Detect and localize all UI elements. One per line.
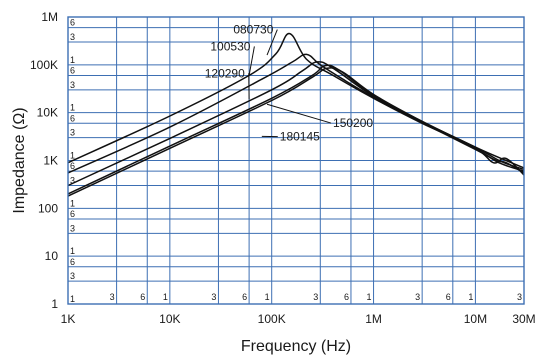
y-tick-label: 1 [51, 297, 58, 311]
x-minor-tick-label: 1 [468, 292, 473, 302]
y-minor-tick-label: 1 [70, 151, 75, 161]
x-minor-tick-label: 6 [140, 292, 145, 302]
y-minor-tick-label: 3 [70, 128, 75, 138]
y-minor-tick-label: 6 [70, 18, 75, 28]
series-180145-line [67, 67, 525, 197]
y-tick-label: 100K [30, 58, 58, 72]
x-tick-label: 1K [61, 312, 76, 326]
y-tick-labels: 1 10 100 1K 10K 100K 1M [30, 10, 58, 311]
x-minor-tick-label: 6 [446, 292, 451, 302]
y-minor-tick-label: 3 [70, 176, 75, 186]
y-minor-tick-label: 3 [70, 271, 75, 281]
x-minor-tick-label: 3 [517, 292, 522, 302]
y-tick-label: 10K [37, 106, 58, 120]
x-minor-tick-label: 3 [313, 292, 318, 302]
y-minor-tick-label: 1 [70, 294, 75, 304]
x-tick-label: 10M [464, 312, 487, 326]
x-minor-tick-label: 6 [242, 292, 247, 302]
x-minor-tick-label: 3 [415, 292, 420, 302]
y-minor-tick-label: 1 [70, 55, 75, 65]
x-tick-label: 100K [258, 312, 286, 326]
x-tick-label: 30M [512, 312, 535, 326]
annotation-100530: 100530 [210, 39, 250, 53]
annotation-180145: 180145 [280, 130, 320, 144]
plot-frame [67, 16, 525, 305]
x-tick-label: 10K [159, 312, 180, 326]
y-minor-tick-label: 6 [70, 209, 75, 219]
annotation-120290: 120290 [205, 66, 245, 80]
x-minor-tick-label: 1 [163, 292, 168, 302]
y-minor-tick-label: 1 [70, 246, 75, 256]
annotation-leader-100530 [248, 46, 255, 76]
series-lines [67, 32, 525, 197]
y-minor-tick-label: 3 [70, 32, 75, 42]
x-minor-tick-label: 3 [110, 292, 115, 302]
y-minor-tick-label: 3 [70, 223, 75, 233]
x-tick-labels: 1K 10K 100K 1M 10M 30M [61, 312, 536, 326]
y-minor-tick-label: 6 [70, 161, 75, 171]
x-axis-title: Frequency (Hz) [241, 338, 351, 355]
series-annotations: 080730 100530 120290 150200 180145 [205, 23, 374, 144]
y-tick-label: 100 [38, 201, 58, 215]
annotation-leader-150200 [266, 103, 332, 124]
y-minor-tick-label: 6 [70, 257, 75, 267]
y-minor-tick-label: 6 [70, 65, 75, 75]
y-tick-label: 10 [45, 249, 59, 263]
series-080730-line [67, 32, 525, 176]
x-minor-tick-label: 1 [265, 292, 270, 302]
x-minor-tick-label: 3 [211, 292, 216, 302]
y-minor-tick-label: 1 [70, 103, 75, 113]
annotation-080730: 080730 [233, 23, 273, 37]
series-100530-line [67, 53, 525, 174]
y-minor-tick-label: 3 [70, 80, 75, 90]
x-tick-label: 1M [365, 312, 382, 326]
y-minor-tick-label: 1 [70, 198, 75, 208]
annotation-150200: 150200 [333, 116, 373, 130]
annotation-leader-080730 [266, 29, 278, 56]
series-120290-line [67, 61, 525, 187]
y-axis-title: Impedance (Ω) [11, 107, 28, 213]
y-minor-tick-label: 6 [70, 113, 75, 123]
x-minor-tick-label: 1 [367, 292, 372, 302]
x-minor-tick-label: 6 [344, 292, 349, 302]
y-tick-label: 1M [41, 10, 58, 24]
y-tick-label: 1K [43, 154, 58, 168]
